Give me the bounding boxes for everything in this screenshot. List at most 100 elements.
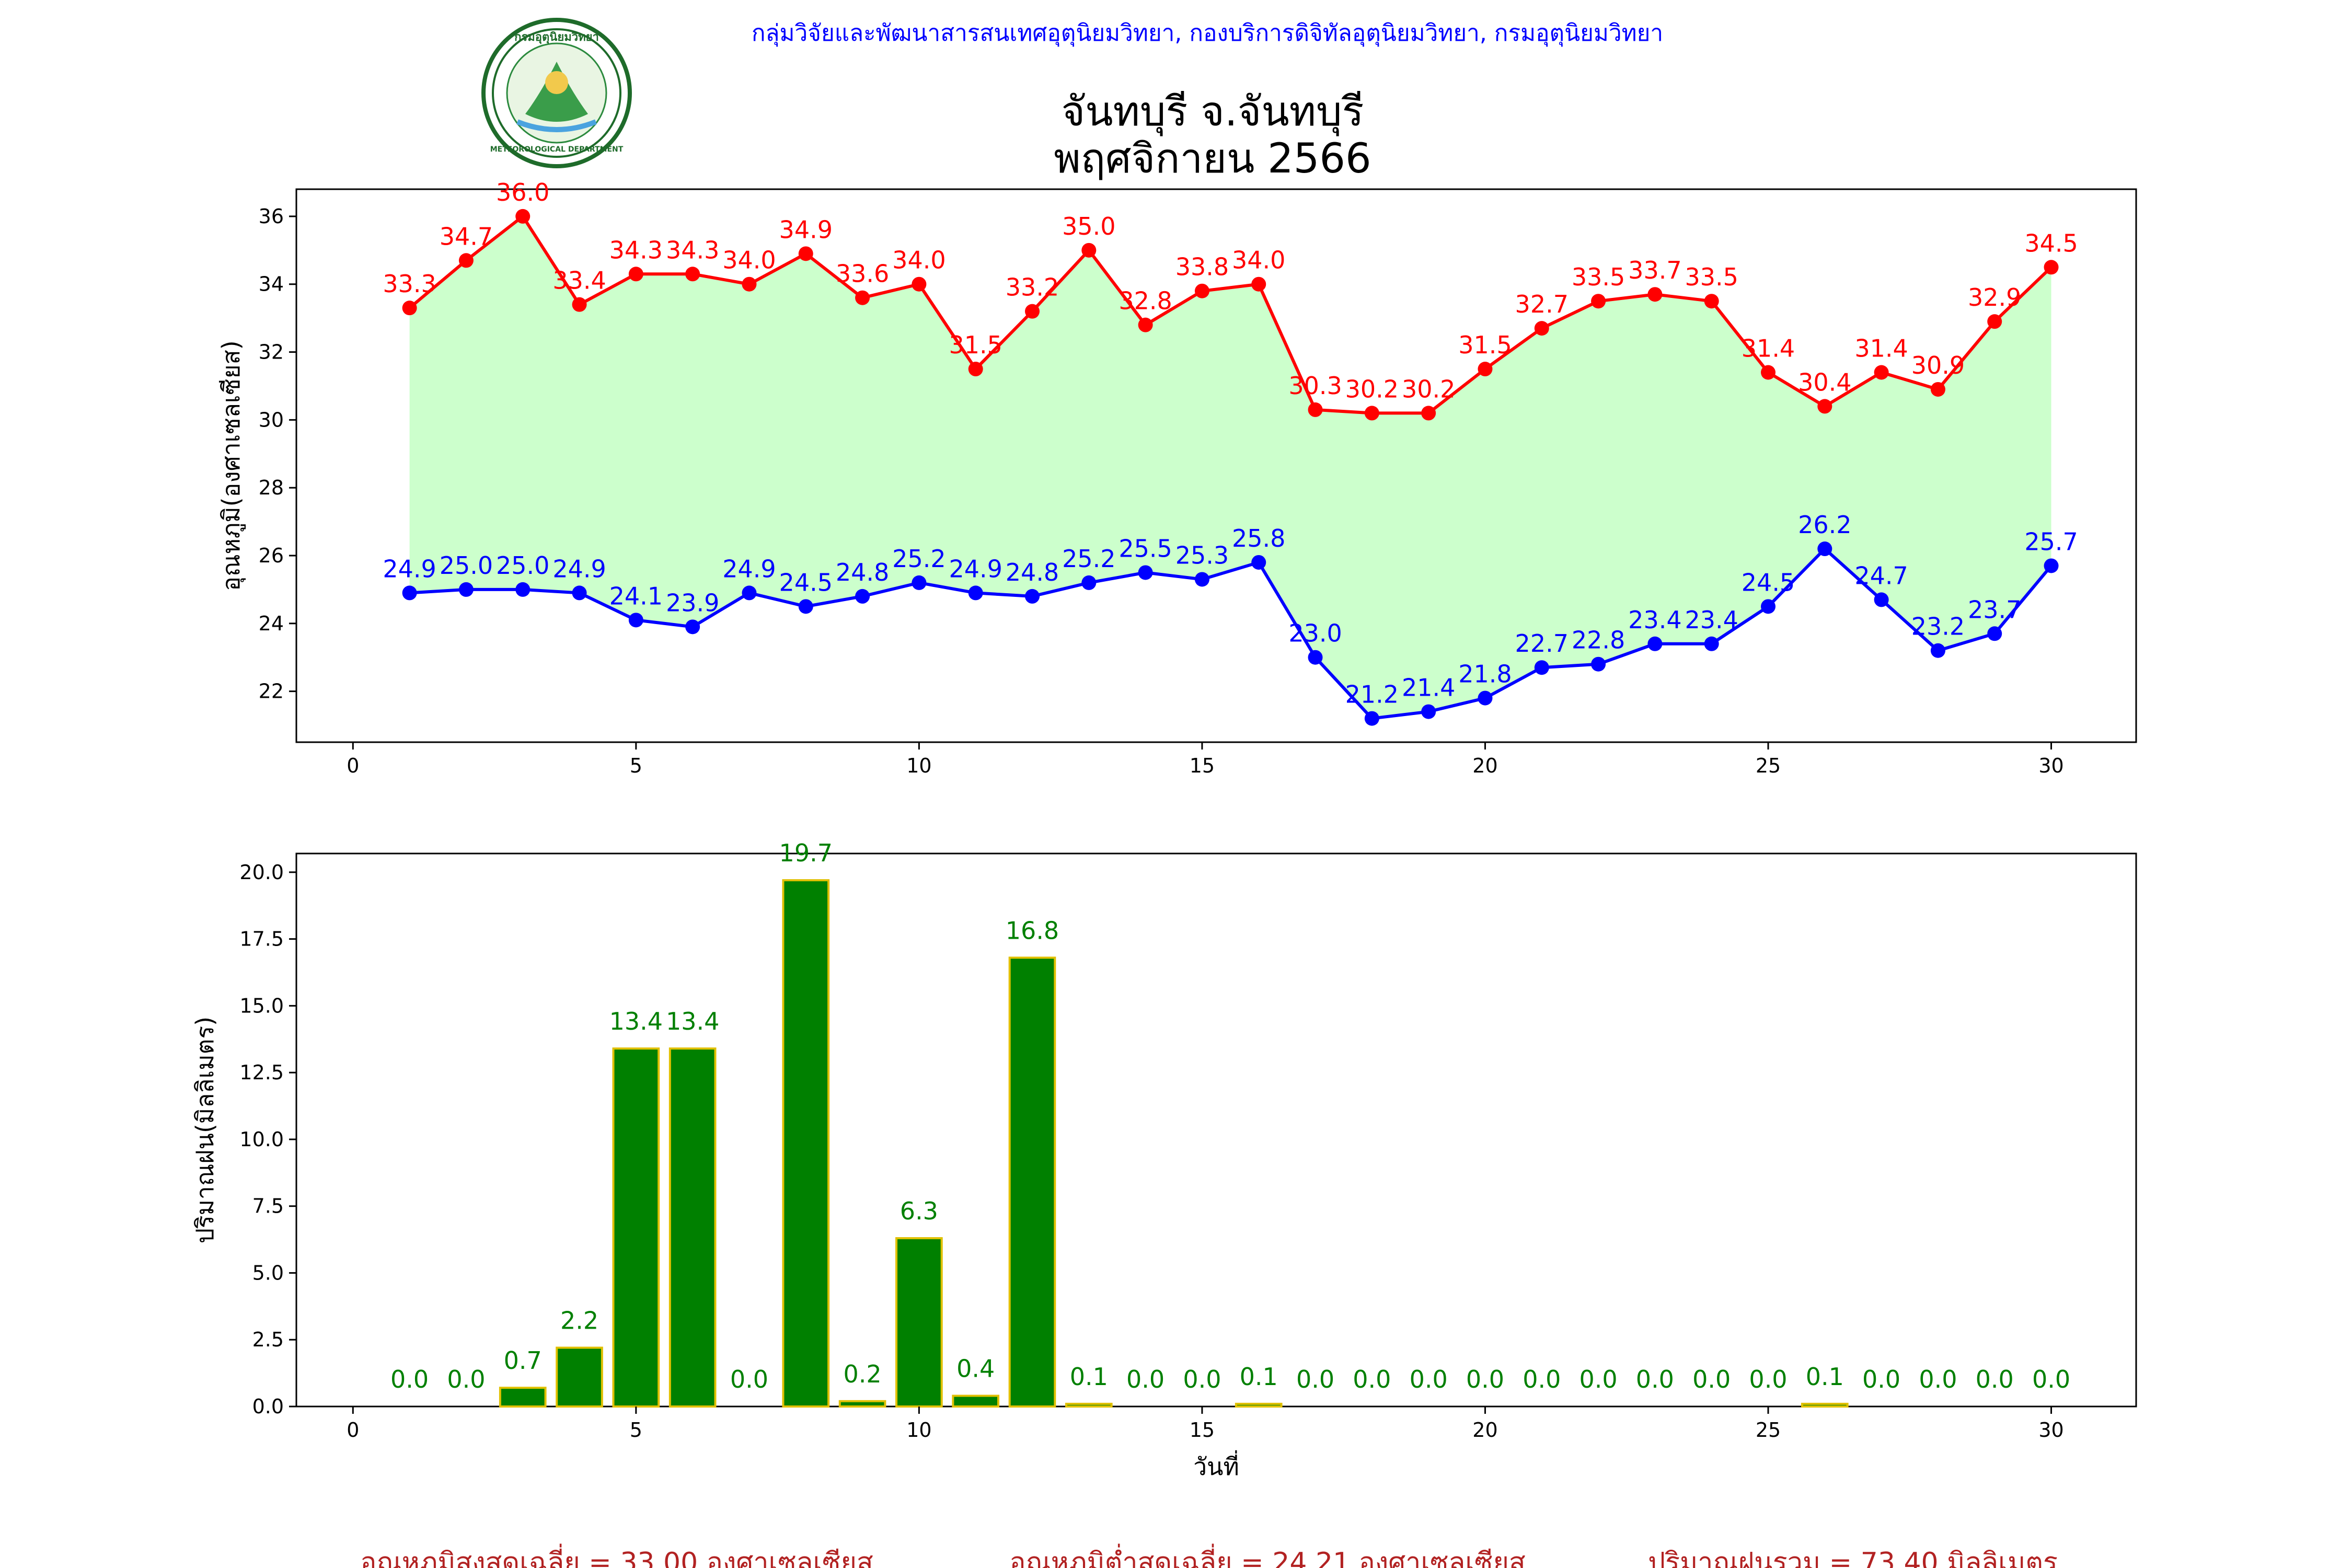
min-temperature-point — [1930, 643, 1945, 658]
min-temperature-value-label: 25.2 — [892, 545, 946, 573]
temperature-y-tick-label: 22 — [259, 680, 284, 703]
rainfall-y-tick-label: 17.5 — [239, 928, 284, 951]
max-temperature-point — [1364, 406, 1379, 421]
max-temperature-point — [1194, 283, 1209, 298]
rainfall-value-label: 19.7 — [779, 839, 833, 867]
min-temperature-point — [855, 589, 870, 604]
max-temperature-point — [1138, 317, 1153, 332]
rainfall-value-label: 2.2 — [560, 1307, 598, 1335]
rainfall-value-label: 0.4 — [956, 1355, 995, 1383]
min-temperature-line — [409, 546, 2053, 720]
temperature-y-tick-label: 28 — [259, 476, 284, 499]
max-temperature-point — [1761, 365, 1775, 380]
max-temperature-point — [458, 253, 474, 268]
rainfall-value-label: 0.0 — [1749, 1365, 1787, 1393]
rainfall-x-tick-label: 30 — [2038, 1419, 2063, 1442]
rainfall-y-tick-label: 5.0 — [252, 1261, 284, 1284]
max-temperature-value-label: 34.5 — [2024, 229, 2078, 257]
min-temperature-value-label: 24.5 — [1742, 568, 1795, 596]
min-temperature-point — [515, 582, 531, 597]
max-temperature-value-label: 34.0 — [892, 246, 946, 274]
max-temperature-point — [742, 276, 757, 292]
max-temperature-value-label: 31.4 — [1854, 335, 1908, 363]
min-temperature-point — [628, 613, 643, 628]
max-temperature-value-label: 33.6 — [836, 260, 889, 288]
max-temperature-value-label: 34.3 — [609, 236, 663, 264]
min-temperature-value-label: 25.8 — [1232, 524, 1285, 552]
rainfall-value-label: 0.0 — [1976, 1365, 2014, 1393]
temperature-y-tick-label: 24 — [259, 612, 284, 635]
min-temperature-point — [798, 599, 813, 614]
max-temperature-point — [402, 301, 417, 316]
rainfall-x-axis-label: วันที่ — [1193, 1450, 1239, 1481]
max-temperature-value-label: 35.0 — [1062, 212, 1115, 240]
min-temperature-value-label: 23.4 — [1685, 606, 1738, 634]
rainfall-plot: 0.0 0.0 0.7 2.2 13.4 13.4 0.0 19.7 0.2 6.3 0.4 16.8… — [191, 839, 2137, 1481]
max-temperature-value-label: 34.7 — [440, 222, 493, 250]
min-temperature-point — [2044, 558, 2059, 573]
logo-bottom-text: METEOROLOGICAL DEPARTMENT — [490, 145, 624, 154]
temperature-x-tick-label: 10 — [906, 754, 931, 777]
min-temperature-point — [1478, 690, 1493, 706]
min-temperature-value-label: 25.0 — [440, 551, 493, 580]
max-temperature-point — [1025, 304, 1040, 319]
max-temperature-value-label: 33.7 — [1628, 256, 1681, 284]
temperature-x-tick-label: 15 — [1190, 754, 1215, 777]
rainfall-x-tick-label: 10 — [906, 1419, 931, 1442]
rainfall-bar — [782, 879, 830, 1408]
rainfall-value-label: 6.3 — [900, 1197, 938, 1225]
min-temperature-point — [1081, 575, 1097, 590]
average-min-temperature: อุณหภูมิต่ำสุดเฉลี่ย = 24.21 องศาเซลเซีย… — [1009, 1543, 1525, 1568]
rainfall-value-label: 0.2 — [843, 1360, 881, 1388]
rainfall-value-label: 0.0 — [447, 1365, 485, 1393]
rainfall-y-tick-label: 15.0 — [239, 994, 284, 1017]
min-temperature-point — [1194, 572, 1209, 587]
rainfall-value-label: 0.0 — [1183, 1365, 1221, 1393]
max-temperature-point — [1647, 287, 1663, 302]
max-temperature-point — [685, 267, 700, 282]
max-temperature-point — [855, 290, 870, 305]
max-temperature-point — [628, 267, 643, 282]
max-temperature-value-label: 32.9 — [1968, 283, 2021, 312]
max-temperature-point — [1308, 402, 1323, 417]
min-temperature-point — [1364, 711, 1379, 726]
max-temperature-point — [1081, 243, 1097, 258]
temperature-x-tick-label: 0 — [347, 754, 359, 777]
rainfall-y-tick-label: 20.0 — [239, 861, 284, 884]
max-temperature-line — [408, 214, 2053, 415]
rainfall-value-label: 0.0 — [2032, 1365, 2070, 1393]
max-temperature-point — [1874, 365, 1889, 380]
min-temperature-value-label: 23.0 — [1288, 619, 1342, 648]
rainfall-value-label: 13.4 — [666, 1007, 719, 1035]
min-temperature-value-label: 21.8 — [1458, 660, 1512, 688]
min-temperature-value-label: 23.9 — [666, 589, 719, 617]
min-temperature-point — [1761, 599, 1775, 614]
min-temperature-value-label: 23.4 — [1628, 606, 1681, 634]
min-temperature-value-label: 24.9 — [949, 555, 1002, 583]
rainfall-value-label: 0.0 — [1353, 1365, 1391, 1393]
max-temperature-value-label: 33.3 — [383, 270, 436, 298]
max-temperature-point — [1591, 294, 1606, 309]
min-temperature-value-label: 23.7 — [1968, 595, 2021, 624]
max-temperature-value-label: 30.9 — [1911, 351, 1965, 379]
temperature-x-tick-label: 25 — [1756, 754, 1781, 777]
max-temperature-point — [1987, 314, 2002, 329]
min-temperature-value-label: 25.3 — [1175, 541, 1229, 569]
rainfall-y-tick-label: 0.0 — [252, 1395, 284, 1418]
temperature-y-tick-label: 32 — [259, 341, 284, 364]
rainfall-value-label: 0.0 — [1523, 1365, 1561, 1393]
min-temperature-value-label: 22.8 — [1572, 626, 1625, 654]
min-temperature-point — [1308, 650, 1323, 665]
temperature-y-tick-label: 30 — [259, 408, 284, 431]
max-temperature-value-label: 33.8 — [1175, 253, 1229, 281]
rainfall-y-tick-label: 2.5 — [252, 1328, 284, 1351]
rainfall-bar — [838, 1400, 886, 1408]
max-temperature-value-label: 34.3 — [666, 236, 719, 264]
rainfall-value-label: 0.1 — [1240, 1363, 1278, 1391]
max-temperature-value-label: 30.3 — [1288, 372, 1342, 400]
rainfall-x-tick-label: 5 — [630, 1419, 642, 1442]
max-temperature-value-label: 30.2 — [1402, 375, 1455, 403]
chart-title-line1: จันทบุรี จ.จันทบุรี — [1062, 88, 1364, 136]
min-temperature-point — [1591, 656, 1606, 672]
logo-top-text: กรมอุตุนิยมวิทยา — [514, 31, 599, 44]
